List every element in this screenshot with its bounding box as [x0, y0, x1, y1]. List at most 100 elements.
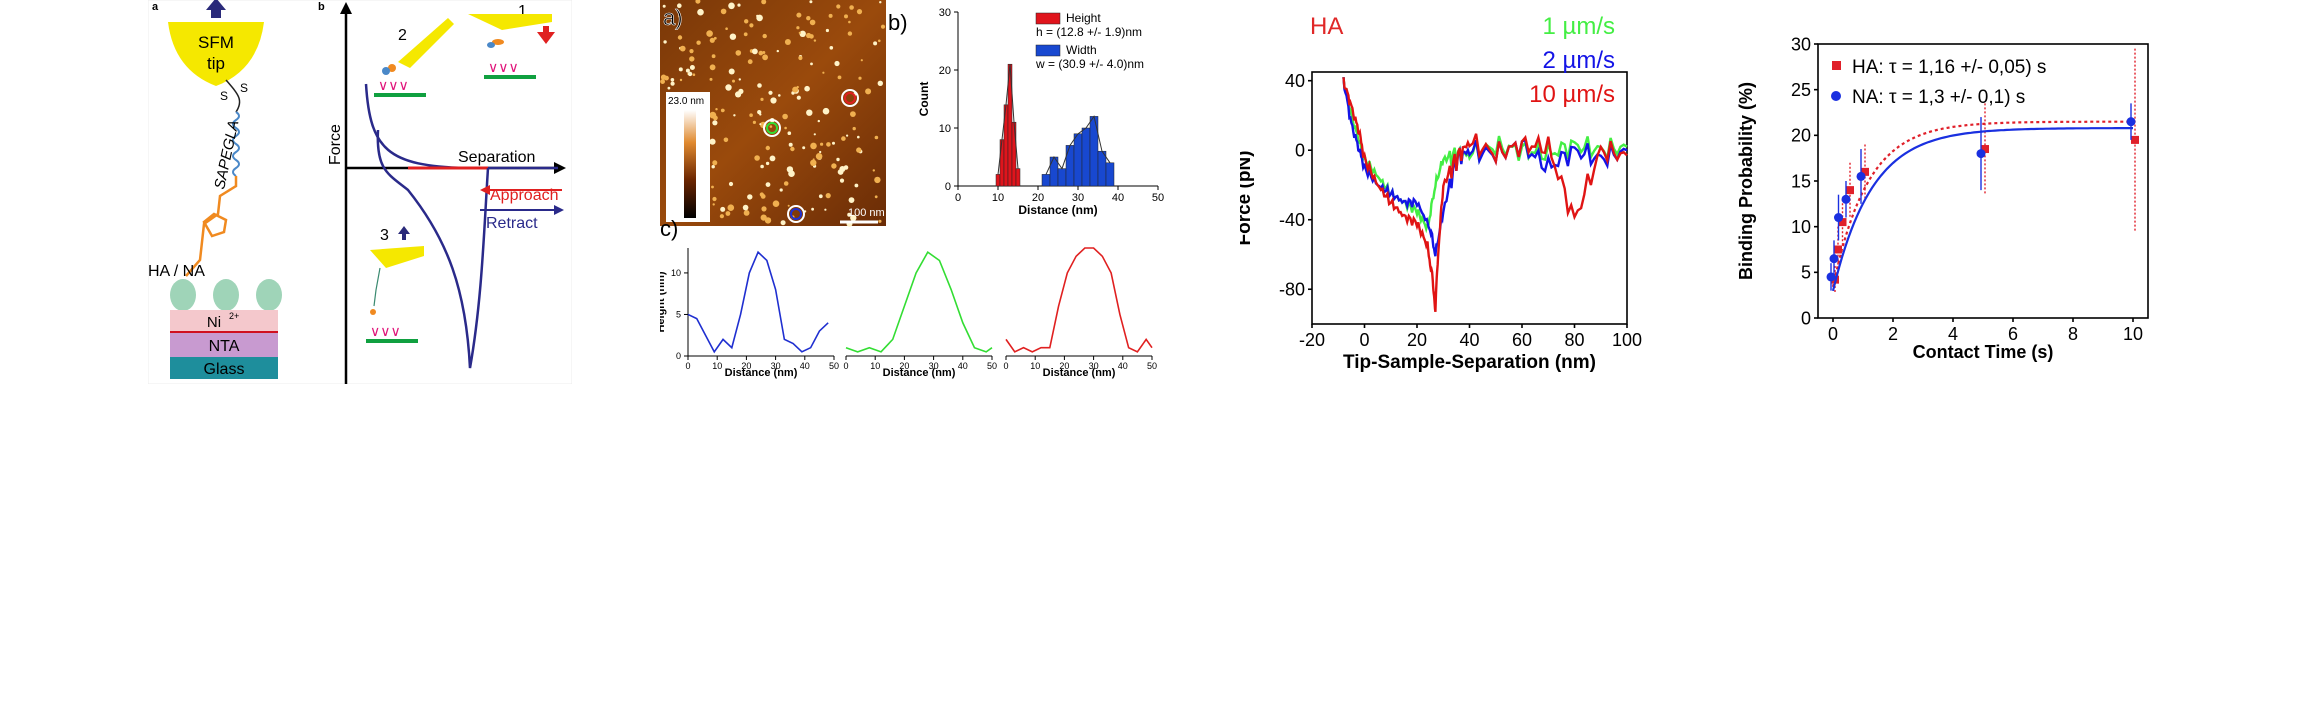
- afm-particle: [850, 214, 857, 222]
- afm-particle: [880, 24, 886, 29]
- afm-particle: [768, 90, 773, 95]
- afm-particle: [744, 19, 749, 24]
- schematic-figure: a b SFM tip S S SAPEGLA HA / NA Ni 2+ NT…: [147, 0, 573, 385]
- force-chart-title: HA: [1310, 13, 1343, 40]
- afm-particle: [757, 83, 762, 88]
- histogram-bar: [999, 139, 1005, 187]
- afm-particle: [762, 33, 767, 39]
- x-tick-label: 20: [1059, 361, 1069, 371]
- afm-particle: [844, 14, 848, 19]
- ligands-step-1: ∨∨∨: [488, 59, 519, 75]
- afm-particle: [709, 138, 716, 145]
- retract-label: Retract: [486, 215, 538, 232]
- afm-particle: [828, 13, 833, 18]
- y-axis-label: Binding Probability (%): [1736, 82, 1756, 280]
- afm-label-b: b): [888, 10, 908, 35]
- afm-particle: [829, 46, 834, 50]
- colorbar-max: 23.0 nm: [668, 96, 704, 107]
- afm-particle: [825, 28, 829, 33]
- afm-particle: [850, 111, 856, 117]
- afm-particle: [811, 207, 814, 211]
- afm-particle: [877, 80, 883, 87]
- binding-probability-chart: 0 2 4 6 8 10 0 5 10 15 20 25 30 Contact Time (s) Bindi…: [1736, 34, 2149, 362]
- afm-particle: [715, 108, 718, 111]
- binding-plot: 0 2 4 6 8 10 0 5 10 15 20 25 30 Contact Time (s) Bindi…: [1736, 34, 2149, 362]
- afm-particle: [757, 110, 762, 115]
- x-tick-label: 50: [1152, 192, 1164, 204]
- y-tick-label: 0: [676, 351, 681, 361]
- afm-particle: [737, 3, 741, 7]
- thiol-linker: [225, 79, 241, 113]
- x-axis-label: Distance (nm): [1018, 203, 1097, 217]
- afm-particle: [852, 126, 856, 131]
- x-tick-label: 0: [955, 192, 961, 204]
- y-tick-label: 25: [1791, 80, 1811, 100]
- data-point: [1981, 145, 1989, 154]
- up-arrow-icon: [398, 226, 410, 240]
- afm-particle: [765, 161, 770, 166]
- data-point: [1834, 245, 1842, 254]
- y-tick-label: 20: [939, 65, 951, 77]
- afm-particle: [765, 145, 770, 151]
- afm-particle: [759, 123, 762, 126]
- data-point: [1841, 194, 1851, 204]
- afm-particle: [769, 125, 773, 128]
- afm-particle: [752, 48, 758, 55]
- profile-line: [1005, 247, 1153, 353]
- afm-particle: [798, 55, 803, 61]
- layer-nta: [170, 333, 278, 357]
- x-axis-label: Distance (nm): [1043, 367, 1116, 379]
- afm-particle: [858, 76, 862, 80]
- afm-particle: [874, 195, 878, 199]
- histogram-bar: [1041, 174, 1051, 187]
- afm-particle: [847, 212, 852, 217]
- histogram-bar: [1065, 145, 1075, 187]
- y-tick-label: 0: [1295, 141, 1305, 161]
- x-tick-label: 40: [1118, 361, 1128, 371]
- histogram-bar: [1073, 133, 1083, 187]
- retract-curve: [376, 129, 490, 369]
- x-tick-label: 40: [1459, 330, 1479, 350]
- legend-label: 1 µm/s: [1542, 13, 1615, 40]
- legend-marker: [1831, 91, 1841, 101]
- legend-label: HA: τ = 1,16 +/- 0,05) s: [1852, 57, 2046, 78]
- afm-particle: [760, 97, 764, 101]
- y-axis-label: Count: [917, 82, 931, 117]
- afm-particle: [782, 113, 788, 120]
- colorbar: [684, 110, 696, 218]
- x-axis-label: Distance (nm): [725, 367, 798, 379]
- afm-particle: [720, 206, 726, 212]
- afm-particle: [667, 86, 671, 90]
- y-tick-label: 15: [1791, 171, 1811, 191]
- afm-particle: [742, 204, 749, 211]
- ring-structure: [202, 212, 228, 238]
- legend-swatch: [1035, 12, 1061, 25]
- afm-particle: [709, 64, 716, 71]
- afm-particle: [712, 196, 717, 202]
- afm-particle: [806, 16, 811, 21]
- afm-particle: [825, 193, 831, 199]
- force-curve: [1342, 77, 1628, 257]
- afm-particle: [848, 197, 855, 204]
- data-point: [1826, 272, 1836, 282]
- afm-particle: [712, 120, 718, 126]
- sulfur-2: S: [240, 81, 248, 95]
- afm-particle: [747, 59, 753, 65]
- sulfur-1: S: [220, 89, 228, 103]
- down-arrow-icon: [537, 26, 555, 44]
- afm-particle: [854, 183, 859, 188]
- layer-glass-label: Glass: [204, 361, 245, 378]
- afm-particle: [678, 67, 683, 72]
- afm-particle: [728, 2, 735, 10]
- afm-particle: [689, 49, 694, 54]
- x-tick-label: 10: [992, 192, 1004, 204]
- x-tick-label: 10: [712, 361, 722, 371]
- y-tick-label: 0: [1801, 308, 1811, 328]
- tip-label-1: SFM: [198, 33, 234, 52]
- afm-particle: [692, 73, 696, 76]
- x-tick-label: 0: [843, 361, 848, 371]
- afm-particle: [725, 211, 731, 216]
- afm-particle: [837, 75, 842, 80]
- data-point: [1838, 218, 1847, 227]
- afm-particle: [832, 141, 835, 145]
